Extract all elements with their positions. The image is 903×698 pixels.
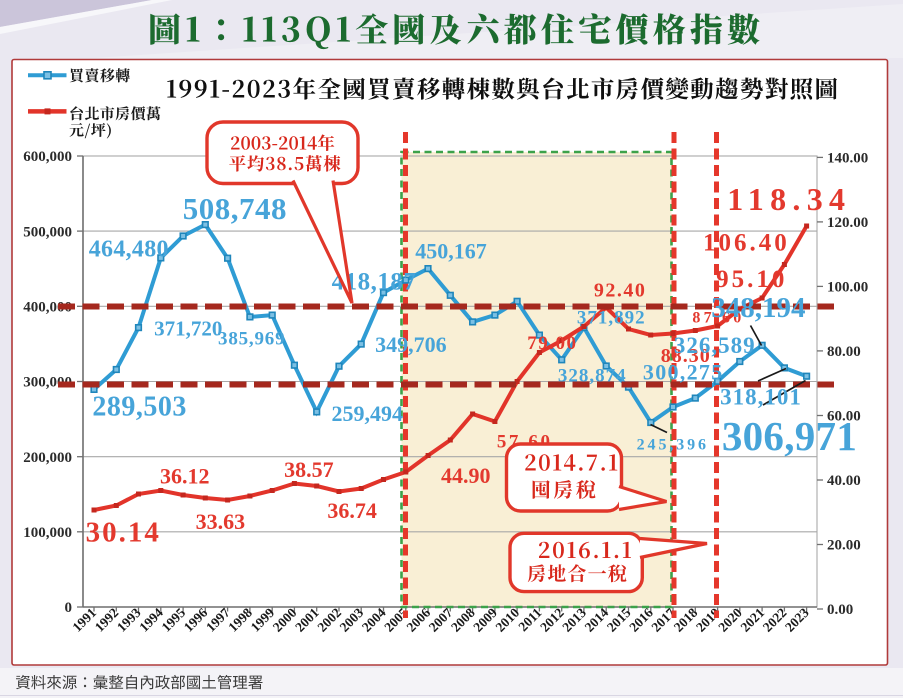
svg-text:87.60: 87.60 bbox=[692, 310, 744, 327]
svg-text:80.00: 80.00 bbox=[827, 344, 861, 360]
svg-text:100.00: 100.00 bbox=[827, 280, 868, 296]
svg-text:44.90: 44.90 bbox=[441, 463, 491, 488]
svg-text:326,589: 326,589 bbox=[674, 333, 756, 358]
svg-text:328,874: 328,874 bbox=[558, 366, 627, 387]
svg-text:306,971: 306,971 bbox=[722, 413, 857, 459]
svg-text:500,000: 500,000 bbox=[23, 224, 72, 240]
svg-text:60.00: 60.00 bbox=[827, 409, 861, 425]
svg-text:95.10: 95.10 bbox=[716, 266, 787, 293]
svg-text:371,892: 371,892 bbox=[577, 308, 646, 329]
svg-text:20.00: 20.00 bbox=[827, 538, 861, 554]
svg-text:0: 0 bbox=[65, 600, 73, 616]
svg-text:259,494: 259,494 bbox=[332, 401, 404, 426]
svg-text:106.40: 106.40 bbox=[703, 230, 790, 257]
svg-text:318,101: 318,101 bbox=[720, 385, 802, 410]
svg-text:300,275: 300,275 bbox=[643, 360, 724, 385]
svg-text:371,720: 371,720 bbox=[154, 317, 222, 341]
svg-text:450,167: 450,167 bbox=[415, 239, 487, 264]
svg-text:508,748: 508,748 bbox=[183, 191, 287, 226]
svg-text:245,396: 245,396 bbox=[637, 437, 709, 454]
svg-text:92.40: 92.40 bbox=[594, 280, 647, 302]
svg-text:348,194: 348,194 bbox=[711, 292, 805, 324]
svg-text:38.57: 38.57 bbox=[284, 457, 334, 482]
svg-text:464,480: 464,480 bbox=[89, 237, 169, 263]
svg-text:120.00: 120.00 bbox=[827, 215, 868, 231]
svg-text:118.34: 118.34 bbox=[727, 181, 851, 217]
svg-text:33.63: 33.63 bbox=[196, 509, 246, 534]
svg-text:200,000: 200,000 bbox=[23, 450, 72, 466]
svg-text:385,969: 385,969 bbox=[218, 329, 285, 350]
svg-text:140.00: 140.00 bbox=[827, 151, 868, 167]
svg-text:100,000: 100,000 bbox=[23, 525, 72, 541]
svg-text:30.14: 30.14 bbox=[86, 517, 161, 549]
svg-text:289,503: 289,503 bbox=[92, 392, 187, 423]
svg-text:36.74: 36.74 bbox=[327, 498, 377, 523]
svg-text:40.00: 40.00 bbox=[827, 473, 861, 489]
svg-text:349,706: 349,706 bbox=[375, 332, 447, 357]
svg-text:0.00: 0.00 bbox=[827, 602, 853, 618]
svg-text:600,000: 600,000 bbox=[23, 149, 72, 165]
svg-text:88.30: 88.30 bbox=[661, 345, 711, 367]
svg-text:79.00: 79.00 bbox=[527, 333, 577, 354]
svg-text:36.12: 36.12 bbox=[160, 464, 210, 489]
